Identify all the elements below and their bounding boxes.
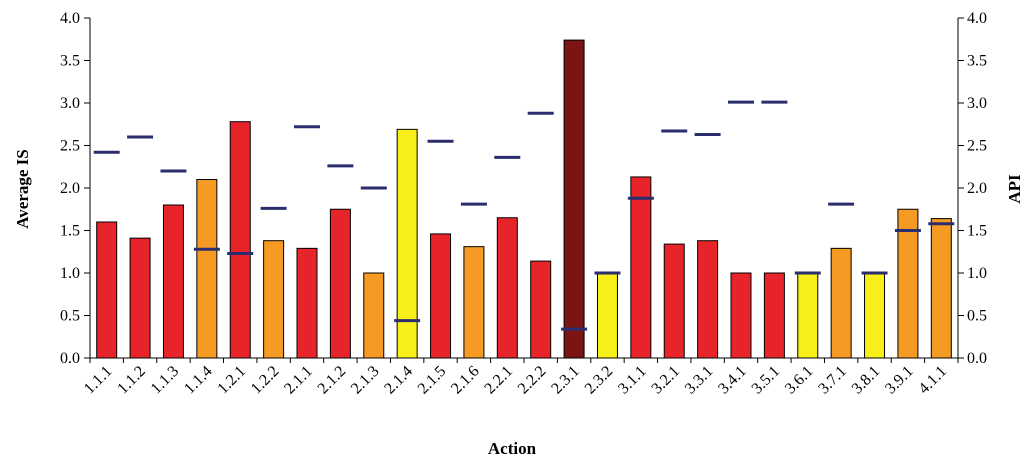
bar — [229, 121, 251, 359]
right-tick-label: 4.0 — [967, 10, 987, 27]
x-tick-label: 3.8.1 — [849, 363, 884, 398]
bar — [296, 247, 318, 359]
bar — [763, 272, 785, 359]
x-tick-label: 2.1.4 — [381, 363, 416, 398]
bar — [864, 272, 886, 359]
x-tick-label: 3.7.1 — [815, 363, 850, 398]
x-tick-label: 1.1.2 — [114, 363, 149, 398]
left-tick-label: 0.0 — [60, 350, 80, 367]
x-tick-label: 2.1.5 — [415, 363, 450, 398]
left-tick-label: 4.0 — [60, 10, 80, 27]
x-axis: 1.1.11.1.21.1.31.1.41.2.11.2.22.1.12.1.2… — [81, 357, 959, 398]
left-tick-label: 3.5 — [60, 53, 80, 70]
right-tick-label: 2.0 — [967, 180, 987, 197]
bar — [730, 272, 752, 359]
x-tick-label: 1.1.1 — [81, 363, 116, 398]
bar — [96, 221, 118, 359]
bar — [496, 217, 518, 359]
x-tick-label: 3.9.1 — [882, 363, 917, 398]
bar — [530, 260, 552, 359]
x-tick-label: 3.3.1 — [682, 363, 717, 398]
bar — [596, 272, 618, 359]
x-tick-label: 1.2.2 — [248, 363, 283, 398]
right-tick-label: 0.0 — [967, 350, 987, 367]
x-tick-label: 2.3.1 — [548, 363, 583, 398]
x-tick-label: 3.5.1 — [749, 363, 784, 398]
bar — [563, 39, 585, 359]
left-y-axis: 0.0 0.5 1.0 1.5 2.0 2.5 3.0 3.5 4.0 — [60, 10, 91, 367]
x-tick-label: 2.1.2 — [315, 363, 350, 398]
bar — [129, 237, 151, 359]
bar — [797, 272, 819, 359]
bar — [697, 240, 719, 359]
left-tick-label: 3.0 — [60, 95, 80, 112]
right-tick-label: 0.5 — [967, 308, 987, 325]
x-tick-label: 2.1.6 — [448, 363, 483, 398]
bar — [663, 243, 685, 359]
x-tick-label: 3.2.1 — [648, 363, 683, 398]
x-tick-label: 3.6.1 — [782, 363, 817, 398]
x-axis-title: Action — [488, 439, 537, 458]
left-tick-label: 0.5 — [60, 308, 80, 325]
left-tick-label: 1.0 — [60, 265, 80, 282]
bar — [830, 247, 852, 359]
x-tick-label: 2.2.1 — [481, 363, 516, 398]
x-tick-label: 1.1.3 — [148, 363, 183, 398]
x-tick-label: 3.4.1 — [715, 363, 750, 398]
x-tick-label: 2.1.1 — [281, 363, 316, 398]
right-tick-label: 1.0 — [967, 265, 987, 282]
y-axis-title-right: API — [1005, 174, 1024, 204]
x-tick-label: 1.2.1 — [214, 363, 249, 398]
bar — [396, 128, 418, 359]
bar — [363, 272, 385, 359]
left-tick-label: 1.5 — [60, 223, 80, 240]
bar — [430, 233, 452, 359]
x-tick-label: 2.1.3 — [348, 363, 383, 398]
right-tick-label: 2.5 — [967, 138, 987, 155]
bar — [930, 218, 952, 359]
x-tick-label: 4.1.1 — [915, 363, 950, 398]
x-tick-label: 2.3.2 — [582, 363, 617, 398]
y-axis-title-left: Average IS — [13, 149, 32, 228]
bar — [263, 240, 285, 359]
x-tick-label: 2.2.2 — [515, 363, 550, 398]
right-y-axis: 0.0 0.5 1.0 1.5 2.0 2.5 3.0 3.5 4.0 — [957, 10, 987, 367]
bar — [329, 208, 351, 359]
right-tick-label: 3.0 — [967, 95, 987, 112]
x-tick-label: 1.1.4 — [181, 363, 216, 398]
right-tick-label: 1.5 — [967, 223, 987, 240]
bar — [630, 176, 652, 359]
left-tick-label: 2.0 — [60, 180, 80, 197]
right-tick-label: 3.5 — [967, 53, 987, 70]
x-tick-label: 3.1.1 — [615, 363, 650, 398]
plot-area — [93, 39, 955, 359]
bar — [162, 204, 184, 359]
bar — [196, 179, 218, 359]
bar — [463, 246, 485, 359]
left-tick-label: 2.5 — [60, 138, 80, 155]
